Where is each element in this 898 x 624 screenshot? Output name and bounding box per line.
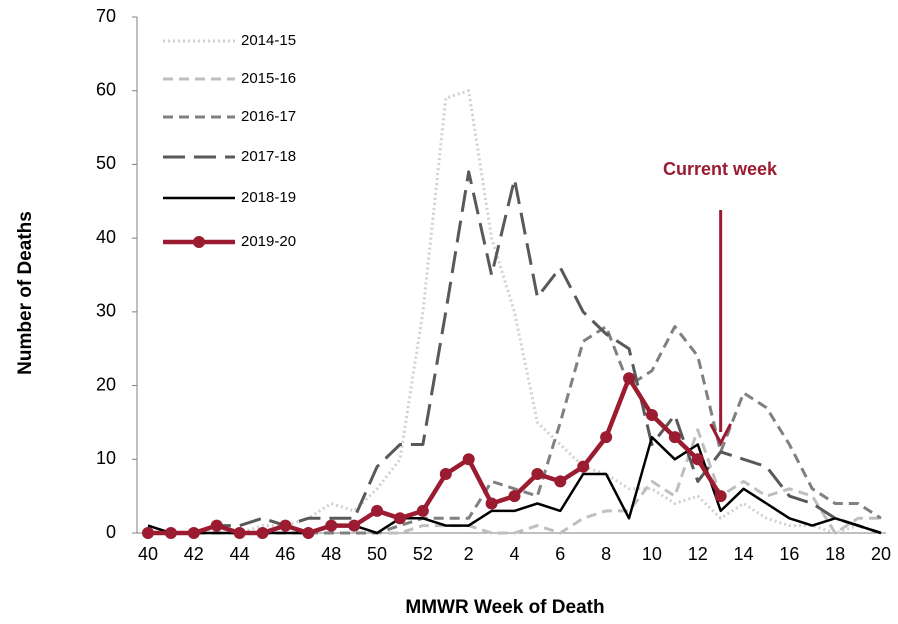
x-tick-label: 14 bbox=[734, 544, 754, 564]
x-tick-label: 2 bbox=[464, 544, 474, 564]
legend-label: 2016-17 bbox=[241, 108, 296, 125]
point-marker bbox=[577, 460, 590, 473]
y-tick-label: 0 bbox=[106, 522, 116, 542]
x-tick-label: 48 bbox=[321, 544, 341, 564]
x-tick-label: 10 bbox=[642, 544, 662, 564]
point-marker bbox=[668, 431, 681, 444]
y-tick-label: 60 bbox=[96, 79, 116, 99]
point-marker bbox=[714, 490, 727, 503]
point-marker bbox=[623, 372, 636, 385]
point-marker bbox=[462, 453, 475, 466]
x-tick-label: 50 bbox=[367, 544, 387, 564]
x-tick-label: 6 bbox=[555, 544, 565, 564]
x-tick-label: 44 bbox=[230, 544, 250, 564]
series-line bbox=[148, 325, 882, 535]
y-axis-title: Number of Deaths bbox=[15, 211, 36, 375]
x-tick-label: 42 bbox=[184, 544, 204, 564]
y-tick-label: 20 bbox=[96, 374, 116, 394]
point-marker bbox=[187, 527, 200, 539]
point-marker bbox=[256, 527, 269, 539]
legend-label: 2019-20 bbox=[241, 233, 296, 250]
point-marker bbox=[485, 497, 498, 510]
legend-label: 2018-19 bbox=[241, 189, 296, 206]
y-tick-label: 50 bbox=[96, 153, 116, 173]
legend-label: 2014-15 bbox=[241, 32, 296, 49]
y-tick-label: 30 bbox=[96, 301, 116, 321]
point-marker bbox=[371, 504, 384, 517]
y-tick-label: 40 bbox=[96, 227, 116, 247]
point-marker bbox=[393, 512, 406, 525]
point-marker bbox=[233, 527, 246, 539]
y-tick-label: 10 bbox=[96, 448, 116, 468]
point-marker bbox=[691, 453, 704, 466]
point-marker bbox=[531, 468, 544, 481]
point-marker bbox=[645, 409, 658, 422]
point-marker bbox=[279, 519, 292, 532]
point-marker bbox=[302, 527, 315, 539]
point-marker bbox=[325, 519, 338, 532]
x-tick-label: 4 bbox=[509, 544, 519, 564]
x-tick-label: 16 bbox=[779, 544, 799, 564]
annotation: Current week bbox=[663, 159, 778, 179]
point-marker bbox=[142, 527, 154, 539]
x-tick-label: 52 bbox=[413, 544, 433, 564]
series-line bbox=[148, 428, 881, 535]
point-marker bbox=[416, 504, 429, 517]
x-tick-label: 46 bbox=[275, 544, 295, 564]
series-line bbox=[147, 435, 882, 535]
legend-marker bbox=[193, 236, 205, 248]
y-tick-label: 70 bbox=[96, 6, 116, 26]
x-axis-title: MMWR Week of Death bbox=[405, 597, 604, 618]
x-tick-label: 18 bbox=[825, 544, 845, 564]
point-marker bbox=[508, 490, 521, 503]
x-tick-label: 12 bbox=[688, 544, 708, 564]
point-marker bbox=[439, 468, 452, 481]
series-line bbox=[148, 375, 723, 536]
legend-label: 2015-16 bbox=[241, 70, 296, 87]
series-line bbox=[148, 170, 882, 535]
legend-label: 2017-18 bbox=[241, 148, 296, 165]
x-tick-label: 20 bbox=[871, 544, 891, 564]
point-marker bbox=[348, 519, 361, 532]
x-tick-label: 40 bbox=[138, 544, 158, 564]
point-marker bbox=[554, 475, 567, 488]
point-marker bbox=[164, 527, 177, 539]
x-tick-label: 8 bbox=[601, 544, 611, 564]
point-marker bbox=[210, 519, 223, 532]
point-marker bbox=[600, 431, 613, 444]
annotation-arrowhead bbox=[709, 423, 732, 447]
